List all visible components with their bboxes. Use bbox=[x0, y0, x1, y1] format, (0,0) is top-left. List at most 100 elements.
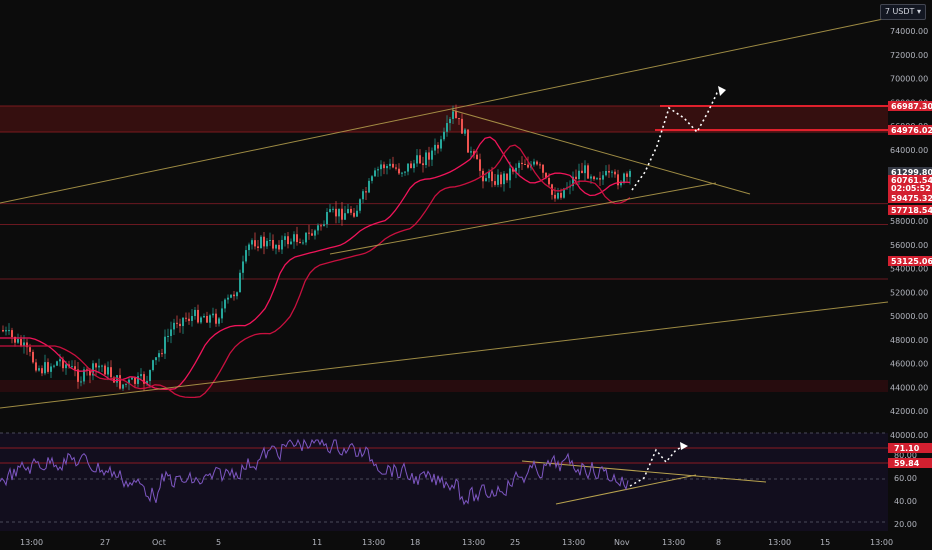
candle-body bbox=[329, 209, 331, 213]
candle-body bbox=[389, 163, 391, 167]
candle-body bbox=[446, 123, 448, 132]
candle-body bbox=[581, 170, 583, 174]
candle-body bbox=[203, 315, 205, 318]
candle-body bbox=[590, 176, 592, 179]
currency-selector[interactable]: 7 USDT ▾ bbox=[879, 4, 926, 20]
candle-body bbox=[38, 368, 40, 371]
candle-body bbox=[134, 377, 136, 384]
level-53125-badge bbox=[888, 256, 932, 266]
time-tick-label: Nov bbox=[614, 538, 630, 547]
support-zone bbox=[0, 380, 888, 392]
candle-body bbox=[62, 359, 64, 369]
candle-body bbox=[500, 174, 502, 185]
candle-body bbox=[359, 199, 361, 211]
candle-body bbox=[257, 246, 259, 248]
candle-body bbox=[593, 176, 595, 180]
candle-body bbox=[284, 236, 286, 240]
candle-body bbox=[521, 162, 523, 165]
candle-body bbox=[419, 155, 421, 164]
time-axis[interactable]: 13:00 27 Oct 5 11 13:00 18 13:00 25 13:00 Nov 13:00… bbox=[20, 538, 893, 547]
level-57718-label: 57718.54 bbox=[891, 206, 932, 215]
candle-body bbox=[101, 365, 103, 367]
rsi-tick-label: 40.00 bbox=[894, 497, 917, 506]
projection-levels bbox=[655, 105, 888, 131]
candle-body bbox=[8, 330, 10, 332]
level-59475-badge bbox=[888, 193, 932, 203]
candle-body bbox=[212, 313, 214, 316]
currency-prefix: 7 bbox=[884, 7, 890, 16]
rsi-tick-label: 80.00 bbox=[894, 451, 917, 460]
candle-body bbox=[350, 208, 352, 213]
candle-body bbox=[50, 366, 52, 372]
candle-body bbox=[281, 239, 283, 250]
candle-body bbox=[545, 172, 547, 178]
candle-body bbox=[539, 164, 541, 166]
candle-body bbox=[173, 322, 175, 330]
candle-body bbox=[206, 315, 208, 323]
candle-body bbox=[611, 171, 613, 173]
time-tick-label: Oct bbox=[152, 538, 166, 547]
candle-body bbox=[473, 151, 475, 155]
candle-body bbox=[401, 172, 403, 174]
candle-body bbox=[47, 362, 49, 372]
candle-body bbox=[26, 342, 28, 348]
last-price-badge bbox=[888, 167, 932, 177]
time-tick-label: 5 bbox=[216, 538, 221, 547]
candle-body bbox=[263, 236, 265, 247]
price-tick-label: 46000.00 bbox=[890, 360, 928, 369]
candle-body bbox=[416, 155, 418, 164]
candle-body bbox=[443, 131, 445, 140]
candle-body bbox=[254, 240, 256, 247]
candle-body bbox=[104, 365, 106, 375]
candle-body bbox=[179, 323, 181, 327]
candle-body bbox=[146, 381, 148, 384]
candle-body bbox=[167, 335, 169, 337]
candle-body bbox=[239, 272, 241, 293]
candle-body bbox=[617, 174, 619, 186]
candle-body bbox=[458, 118, 460, 120]
candle-body bbox=[461, 118, 463, 134]
candle-body bbox=[23, 342, 25, 346]
candle-body bbox=[149, 370, 151, 382]
ascending-support-line bbox=[329, 182, 717, 255]
candle-body bbox=[596, 178, 598, 180]
candle-body bbox=[209, 315, 211, 323]
candle-body bbox=[137, 376, 139, 384]
current-price-badge bbox=[888, 175, 932, 185]
candle-body bbox=[422, 163, 424, 166]
candle-body bbox=[404, 171, 406, 173]
candle-body bbox=[332, 208, 334, 210]
level-59475-label: 59475.32 bbox=[891, 194, 932, 203]
candle-body bbox=[410, 163, 412, 169]
moving-average-slow bbox=[0, 144, 631, 399]
candle-body bbox=[326, 212, 328, 225]
rsi-level-59-badge bbox=[888, 458, 932, 468]
candle-body bbox=[467, 129, 469, 153]
candle-body bbox=[365, 191, 367, 193]
descending-triangle-line bbox=[451, 109, 751, 195]
time-tick-label: 13:00 bbox=[662, 538, 685, 547]
candle-body bbox=[128, 379, 130, 384]
candle-body bbox=[14, 337, 16, 343]
candle-body bbox=[125, 383, 127, 385]
candle-body bbox=[35, 362, 37, 371]
currency-label: USDT bbox=[892, 7, 915, 16]
time-tick-label: 13:00 bbox=[870, 538, 893, 547]
candle-body bbox=[86, 369, 88, 371]
candle-body bbox=[161, 353, 163, 355]
candle-body bbox=[620, 182, 622, 186]
price-tick-label: 50000.00 bbox=[890, 312, 928, 321]
rsi-level-71-badge bbox=[888, 443, 932, 453]
candle-body bbox=[194, 309, 196, 317]
rsi-axis[interactable]: 80.00 60.00 40.00 20.00 bbox=[894, 451, 917, 529]
candle-body bbox=[299, 242, 301, 244]
last-price-label: 61299.80 bbox=[891, 168, 932, 177]
candle-body bbox=[215, 313, 217, 324]
candle-body bbox=[599, 178, 601, 180]
candle-body bbox=[53, 365, 55, 367]
projection-arrow-price bbox=[718, 86, 726, 96]
price-tick-label: 48000.00 bbox=[890, 336, 928, 345]
candle-body bbox=[287, 236, 289, 245]
candle-body bbox=[155, 357, 157, 361]
